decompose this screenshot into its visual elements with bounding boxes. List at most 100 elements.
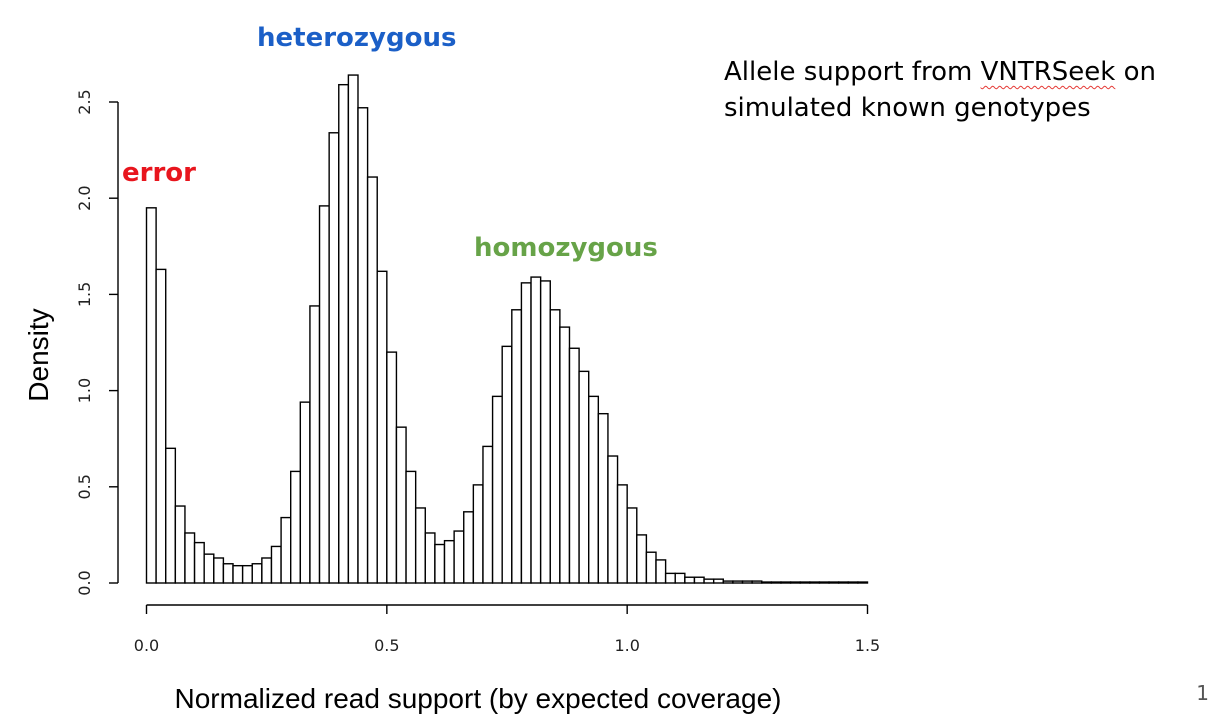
histogram-bar [232,564,244,584]
annotation-error: error [122,158,196,188]
histogram-bar [828,581,840,584]
page-number: 1 [1196,681,1209,705]
chart-caption: Allele support from VNTRSeek on simulate… [724,54,1204,126]
caption-line1-post: on [1115,57,1156,87]
x-tick-label: 1.5 [855,636,880,655]
histogram-bar [463,511,475,584]
y-tick-label: 1.5 [75,282,94,307]
histogram-bar [145,207,157,584]
y-axis: 0.0 0.5 1.0 1.5 2.0 2.5 [75,89,119,596]
histogram-bar [165,447,177,584]
histogram-bar [318,205,330,584]
histogram-bar [155,268,167,584]
histogram-bar [241,564,253,584]
histogram-bar [588,395,600,584]
x-axis: 0.0 0.5 1.0 1.5 [134,604,880,655]
y-tick-label: 2.0 [75,185,94,210]
histogram-bar [424,532,436,584]
histogram-bar [338,83,350,584]
histogram-bar [712,578,725,584]
x-tick-label: 0.0 [134,636,159,655]
histogram-bar [203,553,215,584]
histogram-bar [511,309,523,584]
histogram-bar [559,326,571,584]
histogram-bar [616,484,628,584]
annotation-homozygous: homozygous [474,233,658,263]
histogram-bar [693,576,705,584]
histogram-bar [809,581,821,584]
histogram-bar [434,543,446,584]
histogram-bar [722,580,734,584]
histogram-bar [847,581,859,584]
histogram-bar [636,534,648,584]
histogram-bar [664,572,676,584]
histogram-bar [530,276,542,584]
x-axis-title: Normalized read support (by expected cov… [175,683,782,714]
histogram-bar [549,309,561,584]
histogram-bar [761,581,773,584]
x-tick-label: 0.5 [374,636,399,655]
histogram-bar [386,351,398,584]
histogram-bar [626,507,638,584]
histogram-bar [597,412,609,584]
histogram-bar [857,581,869,584]
histogram-bar [395,426,407,584]
histogram-bar [607,455,619,584]
histogram-bar [501,345,513,584]
histogram-bar [684,576,696,584]
histogram-bar [732,580,744,584]
histogram-bar [482,445,494,584]
histogram-bar [799,581,811,584]
histogram-bar [703,578,715,584]
histogram-bar [770,581,782,584]
histogram-bar [261,557,273,584]
annotation-heterozygous: heterozygous [257,23,456,53]
y-tick-label: 1.0 [75,378,94,403]
histogram-bar [270,545,282,584]
histogram-bars [145,74,869,584]
histogram-bar [405,470,417,584]
histogram-bar [213,557,225,584]
caption-line2: simulated known genotypes [724,93,1091,123]
histogram-bar [520,282,532,584]
histogram-bar [780,581,792,584]
histogram-bar [328,132,340,584]
histogram-bar [174,505,186,584]
histogram-bar [222,563,234,584]
histogram-bar [280,516,292,584]
histogram-bar [453,530,465,584]
histogram-bar [193,541,205,584]
histogram-bar [366,176,378,584]
histogram-bar [578,370,590,584]
histogram-bar [472,484,484,584]
y-tick-label: 2.5 [75,89,94,114]
histogram-bar [645,551,657,584]
histogram-bar [290,470,302,584]
histogram-bar [299,401,311,584]
histogram-bar [741,580,753,584]
y-tick-label: 0.0 [75,570,94,595]
y-tick-label: 0.5 [75,474,94,499]
caption-line1-pre: Allele support from [724,57,981,87]
histogram-bar [376,270,388,584]
histogram-bar [347,74,359,584]
histogram-bar [414,507,426,584]
x-tick-label: 1.0 [614,636,639,655]
histogram-bar [184,532,196,584]
y-axis-title: Density [23,308,54,401]
histogram-bar [443,539,455,584]
histogram-bar [818,581,830,584]
histogram-bar [674,572,686,584]
histogram-bar [837,581,849,584]
histogram-bar [751,580,763,584]
histogram-bar [789,581,801,584]
histogram-bar [539,280,551,584]
histogram-bar [309,305,321,584]
histogram-bar [491,395,503,584]
histogram-bar [251,563,263,584]
histogram-bar [568,347,580,584]
histogram-bar [357,107,369,584]
histogram-bar [655,559,667,584]
caption-line1-tool: VNTRSeek [980,57,1116,87]
